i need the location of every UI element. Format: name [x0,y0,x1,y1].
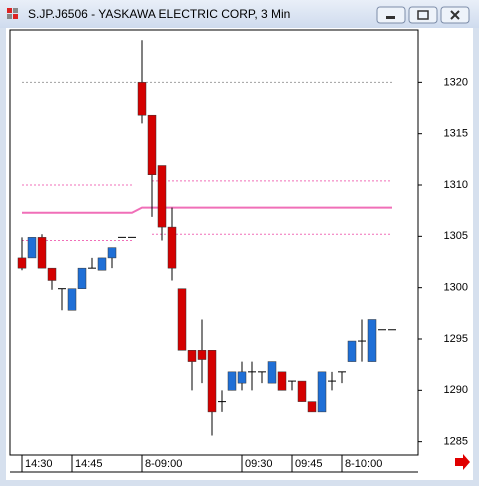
indicator-line [22,206,392,214]
candle-body [207,350,217,413]
y-tick-label: 1295 [444,333,468,345]
candle-body [137,82,147,116]
candle-body [17,257,27,269]
candle-body [37,237,47,269]
minimize-button[interactable] [376,6,406,24]
candle-body [77,267,87,289]
y-tick-label: 1310 [444,179,468,191]
y-tick-label: 1320 [444,76,468,88]
y-tick-label: 1300 [444,282,468,294]
x-tick-label: 14:45 [75,458,103,470]
candle-body [107,247,117,259]
candle-body [317,371,327,413]
x-tick-label: 8-09:00 [145,458,182,470]
candle-body [237,371,247,384]
y-tick-label: 1315 [444,128,468,140]
candle-body [227,371,237,391]
x-tick-label: 09:30 [245,458,273,470]
candle-body [167,226,177,269]
candle-body [157,165,167,228]
x-tick-label: 8-10:00 [345,458,382,470]
candle-body [177,288,187,351]
candle-body [47,267,57,281]
candle-body [67,288,77,311]
candle-body [297,380,307,402]
y-tick-label: 1285 [444,436,468,448]
y-tick-label: 1290 [444,384,468,396]
app-icon [7,8,18,19]
maximize-button[interactable] [408,6,438,24]
scroll-arrow[interactable] [455,454,470,470]
x-tick-label: 09:45 [295,458,323,470]
candle-body [367,319,377,362]
candle-body [347,340,357,362]
x-tick-label: 14:30 [25,458,53,470]
y-tick-label: 1305 [444,230,468,242]
candle-body [187,350,197,362]
window-title: S.JP.J6506 - YASKAWA ELECTRIC CORP, 3 Mi… [28,7,290,21]
candle-body [147,114,157,175]
close-button[interactable] [440,6,470,24]
candle-body [197,350,207,360]
candle-body [307,401,317,413]
candle-body [277,371,287,391]
candle-body [267,361,277,384]
candle-body [97,257,107,271]
candle-body [27,237,37,259]
